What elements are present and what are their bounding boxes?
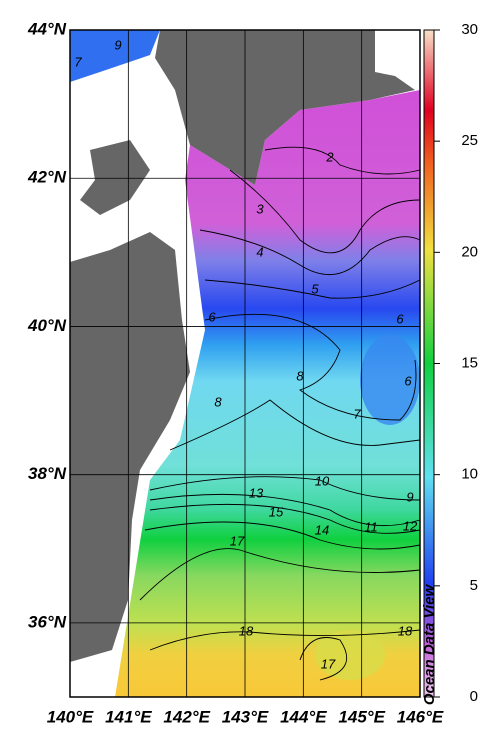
contour-label: 5 [311, 281, 319, 296]
colorbar-label: 30 [461, 21, 478, 38]
colorbar-label: 0 [470, 688, 478, 705]
colorbar-label: 20 [461, 243, 478, 260]
contour-label: 17 [230, 533, 245, 548]
x-tick-label: 143°E [222, 707, 269, 726]
colorbar-label: 10 [461, 466, 478, 483]
contour-label: 4 [256, 244, 263, 259]
contour-label: 11 [364, 519, 378, 534]
contour-label: 7 [74, 54, 82, 69]
colorbar-label: 5 [470, 577, 478, 594]
x-tick-label: 144°E [280, 707, 327, 726]
contour-label: 9 [114, 37, 121, 52]
contour-label: 14 [315, 522, 329, 537]
y-tick-label: 38°N [28, 464, 67, 483]
contour-label: 6 [396, 311, 404, 326]
contour-label: 8 [214, 394, 222, 409]
land [70, 232, 190, 662]
x-tick-label: 146°E [397, 707, 444, 726]
watermark: Ocean Data View [421, 584, 438, 706]
y-tick-label: 40°N [27, 316, 67, 335]
colorbar-label: 15 [461, 354, 478, 371]
contour-label: 9 [406, 489, 413, 504]
contour-label: 3 [256, 201, 264, 216]
contours [139, 146, 421, 681]
sea [115, 90, 420, 697]
contour-label: 12 [403, 518, 418, 533]
contour-label: 6 [208, 309, 216, 324]
contour-label: 15 [269, 504, 284, 519]
contour-label: 2 [325, 149, 334, 164]
land [80, 140, 150, 215]
contour-label: 7 [353, 406, 361, 421]
contour-label: 13 [249, 485, 264, 500]
y-tick-label: 44°N [27, 19, 67, 38]
sea-eddy [360, 335, 420, 425]
colorbar-label: 25 [461, 132, 478, 149]
sea-patch [70, 30, 160, 82]
land [155, 30, 415, 185]
contour-label: 17 [321, 656, 336, 671]
x-tick-label: 145°E [338, 707, 385, 726]
x-tick-label: 142°E [163, 707, 210, 726]
contour-label: 18 [239, 623, 254, 638]
contour-label: 10 [315, 473, 330, 488]
contour-label: 18 [398, 623, 413, 638]
sea-eddy [315, 630, 385, 680]
contour-label: 6 [404, 373, 412, 388]
y-tick-label: 36°N [28, 612, 67, 631]
x-tick-label: 141°E [105, 707, 152, 726]
y-tick-label: 42°N [27, 168, 67, 187]
contour-label: 8 [296, 368, 304, 383]
x-tick-label: 140°E [47, 707, 94, 726]
